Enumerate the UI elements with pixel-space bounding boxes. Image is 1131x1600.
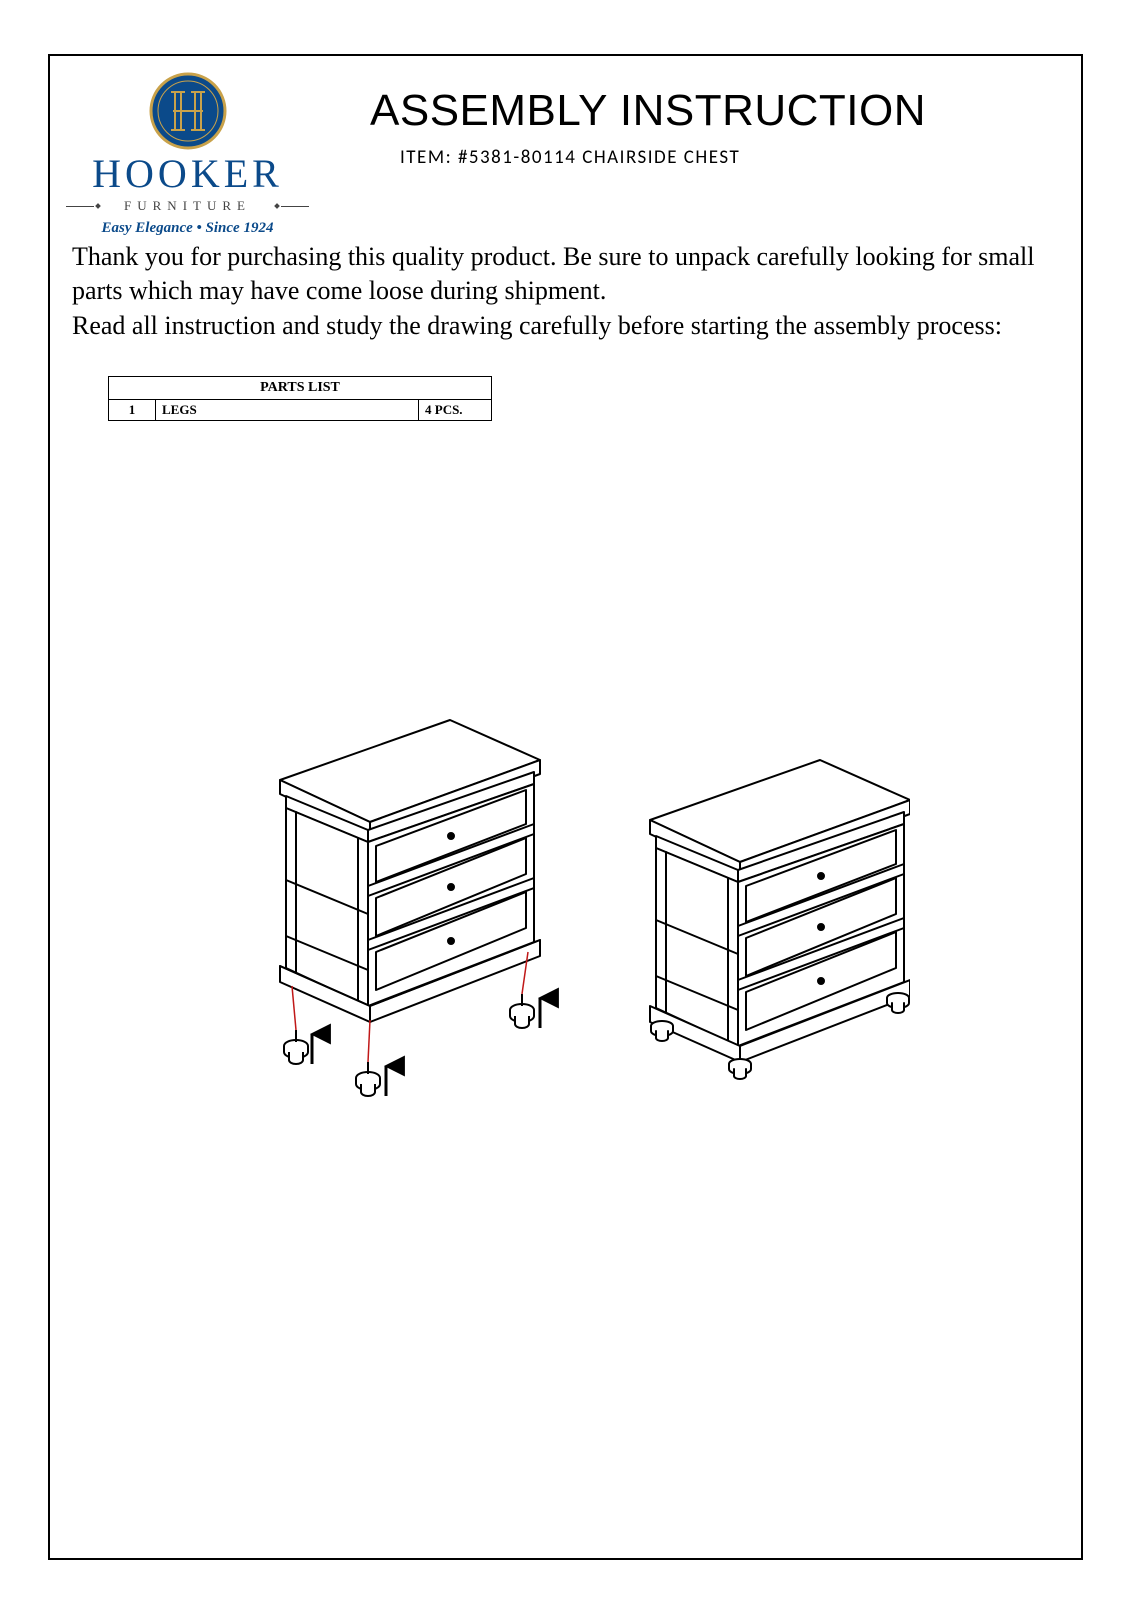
brand-name: HOOKER: [70, 154, 305, 194]
part-qty: 4 PCS.: [419, 400, 492, 421]
parts-list-table: PARTS LIST 1 LEGS 4 PCS.: [108, 376, 492, 421]
part-number: 1: [109, 400, 156, 421]
part-name: LEGS: [156, 400, 419, 421]
brand-sub1: FURNITURE: [70, 198, 305, 214]
doc-title: ASSEMBLY INSTRUCTION: [370, 86, 926, 136]
intro-p2: Read all instruction and study the drawi…: [72, 309, 1069, 343]
table-row: 1 LEGS 4 PCS.: [109, 400, 492, 421]
brand-tagline: Easy Elegance • Since 1924: [70, 220, 305, 237]
page: HOOKER FURNITURE Easy Elegance • Since 1…: [0, 0, 1131, 1600]
intro-text: Thank you for purchasing this quality pr…: [72, 240, 1069, 343]
intro-p1: Thank you for purchasing this quality pr…: [72, 240, 1069, 309]
item-line: ITEM: #5381-80114 CHAIRSIDE CHEST: [400, 146, 740, 169]
brand-sub1-text: FURNITURE: [124, 198, 251, 213]
brand-logo: HOOKER FURNITURE Easy Elegance • Since 1…: [70, 72, 305, 237]
parts-list-header: PARTS LIST: [109, 377, 492, 400]
brand-medallion-icon: [149, 72, 227, 150]
assembly-diagram: [210, 690, 910, 1120]
